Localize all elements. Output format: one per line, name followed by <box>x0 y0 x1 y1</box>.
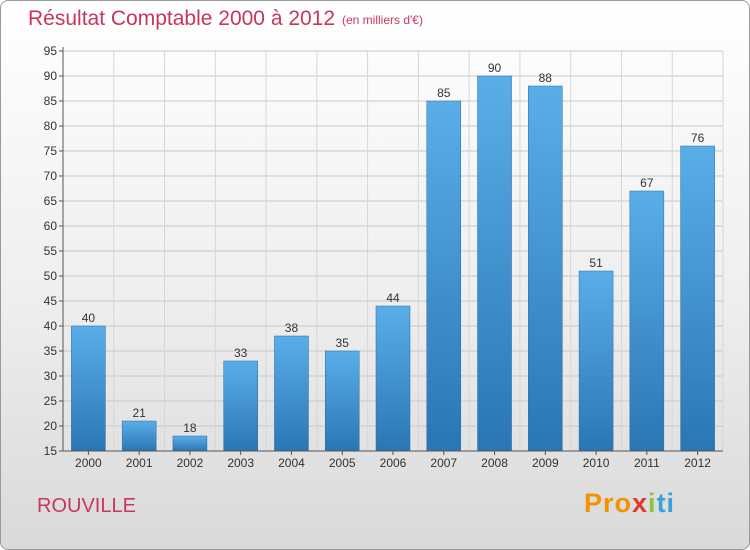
y-tick-label: 55 <box>44 244 58 258</box>
x-tick-label: 2012 <box>684 456 711 470</box>
bar <box>71 325 106 452</box>
x-tick-label: 2000 <box>75 456 102 470</box>
y-tick-label: 25 <box>44 394 58 408</box>
y-tick-label: 75 <box>44 144 58 158</box>
bar <box>172 435 208 452</box>
value-label: 44 <box>386 291 400 305</box>
y-tick-label: 45 <box>44 294 58 308</box>
y-tick-label: 85 <box>44 94 58 108</box>
bar <box>324 350 360 452</box>
value-label: 88 <box>539 71 553 85</box>
value-label: 67 <box>640 176 654 190</box>
y-tick-label: 35 <box>44 344 58 358</box>
logo-part: x <box>632 488 649 518</box>
logo-part: i <box>648 488 657 518</box>
y-tick-label: 40 <box>44 319 58 333</box>
x-tick-label: 2002 <box>177 456 204 470</box>
bar <box>223 360 258 452</box>
y-tick-label: 90 <box>44 69 58 83</box>
value-label: 51 <box>589 256 603 270</box>
bar <box>528 85 563 452</box>
bar <box>375 305 411 452</box>
value-label: 21 <box>132 406 146 420</box>
x-tick-label: 2009 <box>532 456 559 470</box>
x-tick-label: 2003 <box>227 456 254 470</box>
value-label: 38 <box>285 321 299 335</box>
proxiti-logo[interactable]: Proxiti <box>584 488 675 519</box>
y-tick-label: 65 <box>44 194 58 208</box>
y-tick-label: 80 <box>44 119 58 133</box>
y-tick-label: 60 <box>44 219 58 233</box>
x-tick-label: 2005 <box>329 456 356 470</box>
value-label: 18 <box>183 421 197 435</box>
value-label: 76 <box>691 131 705 145</box>
logo-part: Pro <box>584 488 633 518</box>
bar <box>121 420 157 452</box>
chart-title: Résultat Comptable 2000 à 2012 <box>28 7 336 30</box>
bar <box>274 335 309 452</box>
y-tick-label: 95 <box>44 44 58 58</box>
y-tick-label: 30 <box>44 369 58 383</box>
logo-part: ti <box>656 488 676 518</box>
value-label: 85 <box>437 86 451 100</box>
x-tick-label: 2007 <box>430 456 457 470</box>
bar <box>578 270 614 452</box>
value-label: 33 <box>234 346 248 360</box>
x-tick-label: 2004 <box>278 456 305 470</box>
chart-subtitle: (en milliers d'€) <box>342 13 423 27</box>
value-label: 35 <box>336 336 350 350</box>
x-tick-label: 2011 <box>634 456 660 470</box>
bar <box>629 190 665 452</box>
y-tick-label: 15 <box>44 444 58 458</box>
y-tick-label: 70 <box>44 169 58 183</box>
town-name: ROUVILLE <box>37 495 136 517</box>
x-tick-label: 2001 <box>126 456 153 470</box>
y-tick-label: 50 <box>44 269 58 283</box>
bar <box>477 75 512 452</box>
value-label: 90 <box>488 61 502 75</box>
x-tick-label: 2008 <box>481 456 508 470</box>
x-tick-label: 2010 <box>583 456 610 470</box>
bars: 40 21 18 33 38 35 44 85 90 88 51 67 76 <box>71 61 715 452</box>
bar <box>426 100 462 452</box>
axes: 15 20 25 30 35 40 45 50 55 60 65 70 75 80 85 90 95 2000 20… <box>44 44 723 470</box>
y-tick-label: 20 <box>44 419 58 433</box>
value-label: 40 <box>82 311 96 325</box>
bar <box>680 145 715 452</box>
x-tick-label: 2006 <box>380 456 407 470</box>
